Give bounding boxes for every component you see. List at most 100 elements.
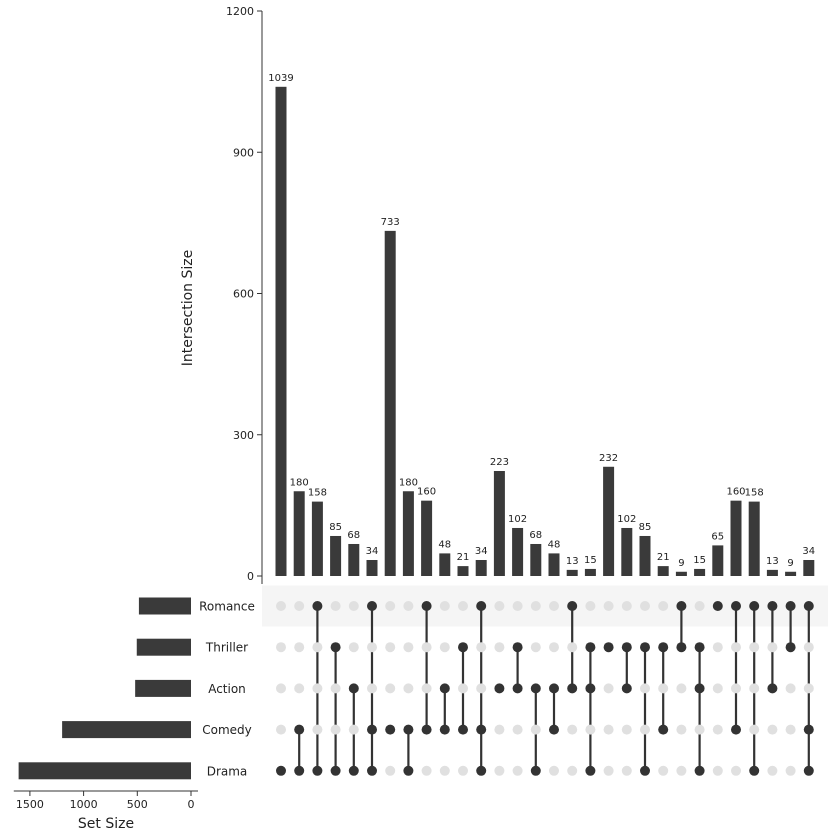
set-name-drama: Drama xyxy=(207,764,248,778)
y-tick-label: 900 xyxy=(233,146,254,159)
matrix-dot-inactive xyxy=(348,642,359,653)
intersection-value-label: 15 xyxy=(693,555,706,566)
matrix-dot-inactive xyxy=(621,724,632,735)
intersection-bar xyxy=(475,559,487,576)
matrix-dot-inactive xyxy=(585,724,596,735)
matrix-dot-inactive xyxy=(476,683,487,694)
matrix-dot-inactive xyxy=(512,765,523,776)
intersection-value-label: 180 xyxy=(399,477,418,488)
matrix-dot-inactive xyxy=(767,765,778,776)
intersection-value-label: 102 xyxy=(508,514,527,525)
matrix-dot-inactive xyxy=(276,683,286,694)
matrix-dot-inactive xyxy=(658,601,669,611)
intersection-value-label: 158 xyxy=(308,488,327,499)
matrix-dot-active xyxy=(476,724,487,735)
intersection-value-label: 13 xyxy=(566,556,579,567)
y-tick-label: 0 xyxy=(247,570,254,583)
intersection-value-label: 1039 xyxy=(268,73,293,84)
matrix-dot-active xyxy=(549,683,559,694)
matrix-dot-inactive xyxy=(421,683,432,694)
matrix-dot-active xyxy=(640,642,650,653)
matrix-dot-inactive xyxy=(676,724,687,735)
matrix-stripe-drama xyxy=(262,585,828,627)
intersection-value-label: 13 xyxy=(766,556,779,567)
matrix-dot-active xyxy=(712,601,723,611)
matrix-dot-active xyxy=(567,601,578,611)
matrix-dot-active xyxy=(785,642,796,653)
set-size-tick-label: 1500 xyxy=(16,798,44,811)
matrix-dot-active xyxy=(512,683,523,694)
y-tick-label: 300 xyxy=(233,429,254,442)
matrix-dot-active xyxy=(567,683,578,694)
matrix-dot-inactive xyxy=(494,642,505,653)
set-size-axis: Set Size 1500 1000 500 0 xyxy=(13,790,198,832)
matrix-dot-active xyxy=(330,765,341,776)
intersection-value-label: 34 xyxy=(475,546,488,557)
matrix-dot-inactive xyxy=(458,765,468,776)
intersection-value-label: 65 xyxy=(711,531,724,542)
intersection-bar xyxy=(566,569,578,576)
matrix-dot-active xyxy=(348,683,359,694)
matrix-dot-inactive xyxy=(694,601,705,611)
matrix-dot-active xyxy=(585,683,596,694)
matrix-dot-active xyxy=(803,724,814,735)
intersection-bar xyxy=(712,545,724,576)
matrix-dot-inactive xyxy=(494,724,505,735)
matrix-dot-inactive xyxy=(512,601,523,611)
matrix-dot-active xyxy=(458,724,468,735)
intersection-bar xyxy=(402,491,414,576)
matrix-dot-active xyxy=(694,683,705,694)
matrix-dot-active xyxy=(676,601,687,611)
intersection-bar xyxy=(439,553,451,576)
intersection-value-label: 180 xyxy=(290,477,309,488)
matrix-dot-inactive xyxy=(330,601,341,611)
intersection-bar xyxy=(730,500,742,576)
matrix-dot-active xyxy=(367,765,377,776)
matrix-dot-inactive xyxy=(294,601,305,611)
matrix-dot-active xyxy=(803,765,814,776)
matrix-dot-active xyxy=(385,724,396,735)
intersection-value-label: 223 xyxy=(490,457,509,468)
set-size-tick-label: 1000 xyxy=(70,798,98,811)
set-size-bar-drama xyxy=(18,762,191,780)
matrix-dot-active xyxy=(767,601,778,611)
matrix-dot-inactive xyxy=(294,683,305,694)
matrix-dot-inactive xyxy=(439,642,450,653)
matrix-dot-active xyxy=(294,724,305,735)
matrix-dot-inactive xyxy=(712,642,723,653)
matrix-dot-inactive xyxy=(749,683,760,694)
matrix-dot-active xyxy=(367,601,377,611)
intersection-value-label: 85 xyxy=(329,522,342,533)
membership-matrix xyxy=(276,601,814,776)
matrix-dot-inactive xyxy=(712,765,723,776)
set-size-bar-action xyxy=(135,679,191,697)
intersection-bar xyxy=(621,527,633,576)
matrix-dot-active xyxy=(494,683,505,694)
matrix-dot-inactive xyxy=(312,724,323,735)
matrix-dot-inactive xyxy=(603,724,614,735)
matrix-dot-inactive xyxy=(767,724,778,735)
intersection-bar xyxy=(421,500,433,576)
set-name-comedy: Comedy xyxy=(202,723,252,737)
intersection-value-label: 9 xyxy=(678,558,684,569)
matrix-dot-active xyxy=(312,765,323,776)
matrix-dot-inactive xyxy=(749,642,760,653)
matrix-dot-inactive xyxy=(530,724,541,735)
intersection-bar xyxy=(384,230,396,577)
intersection-bar xyxy=(366,559,378,576)
matrix-dot-active xyxy=(658,724,669,735)
matrix-dot-inactive xyxy=(549,765,559,776)
matrix-dot-inactive xyxy=(403,683,414,694)
matrix-dot-active xyxy=(294,765,305,776)
matrix-dot-inactive xyxy=(458,601,468,611)
set-size-bar-thriller xyxy=(136,638,191,656)
matrix-dot-active xyxy=(767,683,778,694)
matrix-dot-inactive xyxy=(312,642,323,653)
intersection-bar xyxy=(766,569,778,576)
intersection-bar xyxy=(785,571,797,576)
set-size-axis-label: Set Size xyxy=(78,816,134,832)
matrix-dot-inactive xyxy=(367,642,377,653)
matrix-dot-active xyxy=(403,724,414,735)
matrix-dot-inactive xyxy=(330,683,341,694)
intersection-value-label: 160 xyxy=(417,487,436,498)
